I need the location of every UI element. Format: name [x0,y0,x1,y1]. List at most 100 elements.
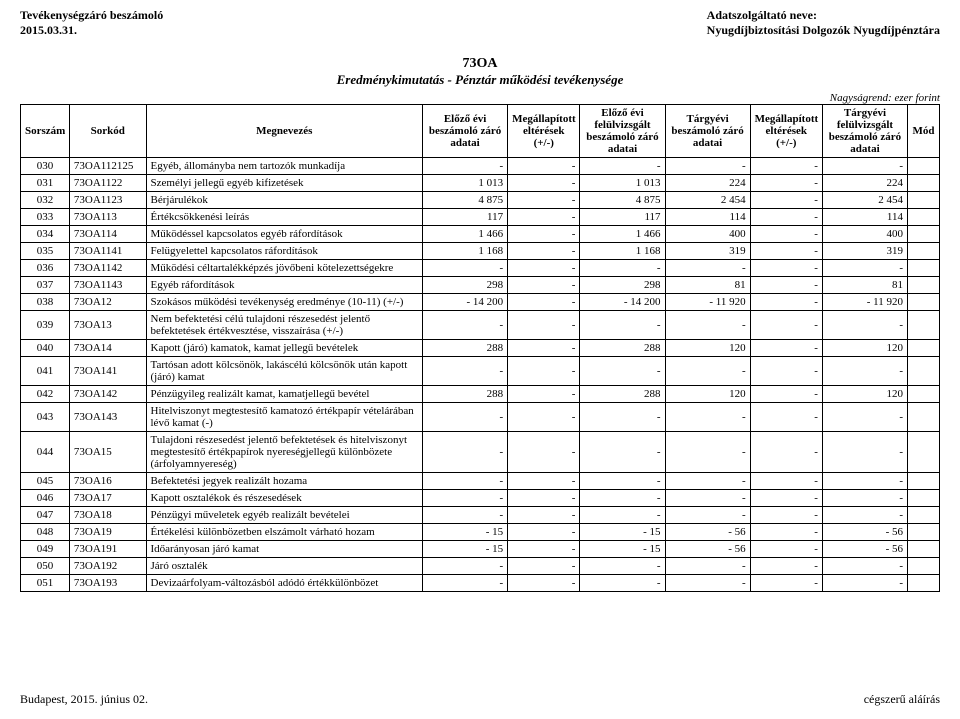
cell-value: - [665,432,750,473]
cell-value: - [508,575,580,592]
cell-mod [908,490,940,507]
cell-value: - 14 200 [423,294,508,311]
cell-sorkod: 73OA1122 [69,175,146,192]
table-row: 04373OA143Hitelviszonyt megtestesítő kam… [21,403,940,432]
cell-sorszam: 040 [21,340,70,357]
cell-value: 288 [423,340,508,357]
cell-megnevezes: Tartósan adott kölcsönök, lakáscélú kölc… [146,357,423,386]
provider-name: Nyugdíjbiztosítási Dolgozók Nyugdíjpénzt… [707,23,940,38]
cell-value: - [508,386,580,403]
table-row: 03473OA114Működéssel kapcsolatos egyéb r… [21,226,940,243]
cell-value: - [508,311,580,340]
cell-value: 400 [665,226,750,243]
cell-value: 81 [822,277,907,294]
cell-sorszam: 036 [21,260,70,277]
cell-sorszam: 044 [21,432,70,473]
cell-sorszam: 041 [21,357,70,386]
cell-sorszam: 033 [21,209,70,226]
table-row: 03273OA1123Bérjárulékok4 875-4 8752 454-… [21,192,940,209]
cell-value: - [750,260,822,277]
cell-sorszam: 047 [21,507,70,524]
cell-value: - [750,575,822,592]
cell-value: - 11 920 [665,294,750,311]
col-curr-close: Tárgyévi beszámoló záró adatai [665,105,750,158]
cell-value: 2 454 [665,192,750,209]
cell-value: 4 875 [580,192,665,209]
cell-value: 1 168 [580,243,665,260]
cell-value: 114 [665,209,750,226]
cell-value: 319 [665,243,750,260]
header-right: Adatszolgáltató neve: Nyugdíjbiztosítási… [707,8,940,38]
cell-value: - [822,490,907,507]
cell-value: - [423,158,508,175]
cell-value: - [822,311,907,340]
cell-value: - [665,158,750,175]
cell-mod [908,192,940,209]
cell-value: - [665,311,750,340]
title-block: 73OA Eredménykimutatás - Pénztár működés… [20,56,940,88]
cell-megnevezes: Devizaárfolyam-változásból adódó értékkü… [146,575,423,592]
col-megnevezes: Megnevezés [146,105,423,158]
cell-value: - [580,575,665,592]
cell-sorkod: 73OA143 [69,403,146,432]
cell-value: - [750,340,822,357]
cell-value: - 11 920 [822,294,907,311]
cell-value: - [822,158,907,175]
table-row: 04473OA15Tulajdoni részesedést jelentő b… [21,432,940,473]
cell-mod [908,209,940,226]
table-row: 04673OA17Kapott osztalékok és részesedés… [21,490,940,507]
cell-value: - [508,260,580,277]
cell-value: - 15 [580,524,665,541]
cell-value: - [508,524,580,541]
cell-value: - [665,260,750,277]
cell-value: - [508,340,580,357]
cell-sorszam: 035 [21,243,70,260]
cell-mod [908,524,940,541]
cell-mod [908,541,940,558]
form-subtitle: Eredménykimutatás - Pénztár működési tev… [20,72,940,88]
cell-value: - [508,357,580,386]
cell-megnevezes: Működéssel kapcsolatos egyéb ráfordításo… [146,226,423,243]
cell-value: - [580,432,665,473]
cell-value: 114 [822,209,907,226]
cell-value: - [423,432,508,473]
cell-megnevezes: Tulajdoni részesedést jelentő befektetés… [146,432,423,473]
cell-mod [908,386,940,403]
cell-sorszam: 038 [21,294,70,311]
cell-value: - [508,473,580,490]
cell-value: - [822,260,907,277]
table-row: 05073OA192Járó osztalék------ [21,558,940,575]
cell-value: - [508,507,580,524]
cell-value: - [750,311,822,340]
col-sorkod: Sorkód [69,105,146,158]
cell-megnevezes: Egyéb, állományba nem tartozók munkadíja [146,158,423,175]
cell-value: 288 [580,340,665,357]
cell-value: 1 466 [580,226,665,243]
cell-value: - 14 200 [580,294,665,311]
cell-value: - [822,473,907,490]
cell-sorszam: 048 [21,524,70,541]
cell-value: - [750,558,822,575]
cell-value: - [665,403,750,432]
footer-signature: cégszerű aláírás [864,692,940,707]
cell-sorkod: 73OA1141 [69,243,146,260]
cell-value: 117 [423,209,508,226]
cell-sorszam: 032 [21,192,70,209]
cell-value: 298 [423,277,508,294]
provider-label: Adatszolgáltató neve: [707,8,940,23]
cell-value: 298 [580,277,665,294]
cell-value: 1 466 [423,226,508,243]
cell-sorkod: 73OA12 [69,294,146,311]
cell-sorkod: 73OA112125 [69,158,146,175]
cell-value: - [580,558,665,575]
page-header: Tevékenységzáró beszámoló 2015.03.31. Ad… [20,8,940,38]
cell-value: - 56 [665,541,750,558]
cell-mod [908,158,940,175]
table-row: 03673OA1142Működési céltartalékképzés jö… [21,260,940,277]
cell-value: - [580,158,665,175]
cell-value: - [822,507,907,524]
cell-value: - [822,432,907,473]
cell-value: - [750,432,822,473]
cell-value: 400 [822,226,907,243]
cell-value: 120 [822,340,907,357]
